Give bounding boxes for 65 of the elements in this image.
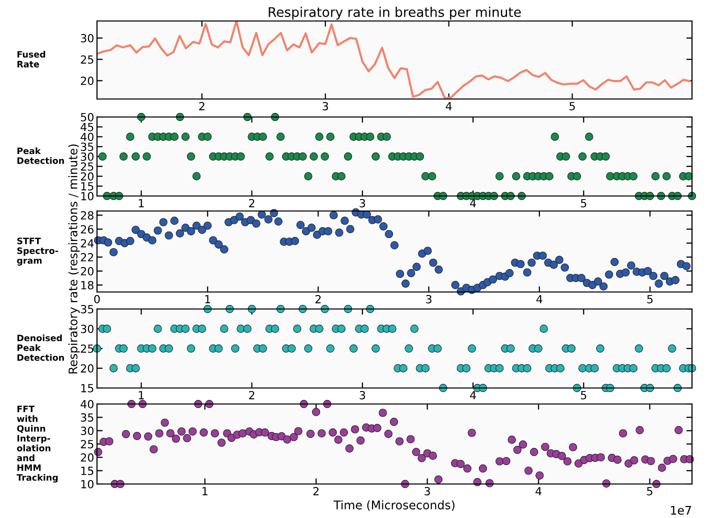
x-tick-label: 4 (470, 391, 476, 400)
x-tick-label: 2 (249, 198, 254, 208)
text: Peak Detection (17, 147, 64, 164)
x-tick-label: 5 (580, 391, 586, 400)
x-tick-label: 2 (199, 102, 204, 110)
y-tick-label: 24 (80, 239, 94, 248)
y-tick-label: 25 (80, 344, 94, 353)
y-tick-label: 50 (80, 112, 94, 122)
y-tick-label: 10 (81, 192, 94, 200)
x-axis-title: Time (Microseconds) (334, 500, 454, 511)
x-tick-label: 2 (249, 390, 254, 400)
x-tick-label: 5 (647, 295, 653, 304)
x-tick-label: 3 (360, 390, 366, 400)
x-tick-label: 1 (202, 487, 208, 496)
y-axis-title: Respiratory rate (respirations / minute) (68, 144, 80, 374)
y-tick-label: 35 (80, 142, 94, 152)
x-tick-label: 1 (138, 391, 144, 400)
y-tick-label: 18 (81, 280, 94, 290)
text: 1e7 (671, 506, 691, 515)
y-tick-label: 10 (81, 480, 94, 488)
text: STFT Spectro- gram (17, 238, 58, 266)
x-tick-label: 5 (580, 199, 586, 208)
x-tick-label: 5 (647, 487, 652, 496)
y-tick-label: 28 (80, 211, 94, 220)
y-tick-label: 30 (80, 152, 94, 161)
y-tick-label: 26 (80, 225, 94, 234)
x-tick-label: 1 (205, 295, 210, 304)
y-tick-label: 20 (80, 364, 94, 373)
y-tick-label: 15 (81, 182, 94, 191)
y-tick-label: 25 (80, 162, 94, 171)
chart-title: Respiratory rate in breaths per minute (268, 6, 521, 20)
y-tick-label: 30 (80, 426, 94, 436)
x-tick-label: 0 (94, 294, 100, 304)
x-tick-label: 2 (315, 294, 321, 304)
x-tick-label: 3 (360, 198, 366, 208)
text: FFT with Quinn Interp- olation and HMM Tracking (16, 406, 58, 483)
x-tick-label: 3 (426, 294, 432, 304)
y-tick-label: 40 (80, 400, 94, 408)
y-tick-label: 30 (80, 324, 94, 334)
y-tick-label: 20 (80, 172, 94, 181)
x-tick-label: 4 (470, 199, 476, 208)
text: Denoised Peak Detection (17, 334, 64, 361)
y-tick-label: 15 (81, 384, 94, 392)
y-tick-label: 45 (80, 122, 94, 132)
x-tick-label: 4 (536, 487, 542, 496)
y-tick-label: 25 (80, 440, 94, 448)
y-tick-label: 40 (80, 132, 94, 142)
text: Fused Rate (17, 50, 46, 68)
x-tick-label: 3 (322, 102, 328, 110)
y-tick-label: 25 (80, 55, 94, 64)
y-tick-label: 15 (81, 466, 94, 476)
y-tick-label: 20 (80, 453, 94, 462)
y-tick-label: 22 (80, 253, 94, 262)
y-tick-label: 20 (80, 76, 94, 86)
x-tick-label: 5 (570, 102, 575, 110)
x-tick-label: 1 (138, 199, 144, 208)
x-tick-label: 4 (536, 295, 542, 304)
y-tick-label: 35 (80, 413, 94, 422)
y-tick-label: 35 (80, 304, 94, 314)
line-series (97, 21, 691, 99)
x-tick-label: 2 (313, 486, 319, 496)
x-tick-label: 3 (424, 486, 430, 496)
y-tick-label: 20 (80, 267, 94, 276)
y-tick-label: 30 (80, 34, 94, 42)
x-tick-label: 4 (446, 102, 452, 110)
